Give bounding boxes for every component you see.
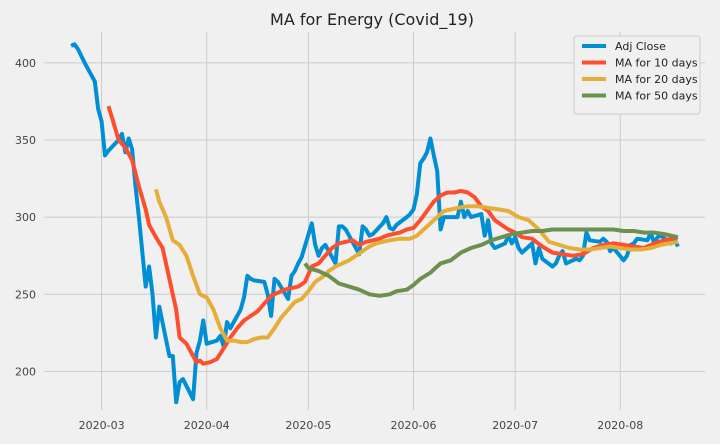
x-axis-ticks: 2020-03 2020-04 2020-05 2020-06 2020-07 2020-… (79, 419, 644, 432)
legend-label: MA for 10 days (615, 57, 698, 70)
y-tick-label: 350 (15, 134, 36, 147)
legend-label: MA for 50 days (615, 90, 698, 103)
legend-label: MA for 20 days (615, 73, 698, 86)
x-tick-label: 2020-07 (492, 419, 538, 432)
series-line-1 (70, 42, 680, 405)
series-line-2 (106, 105, 679, 366)
x-tick-label: 2020-05 (285, 419, 331, 432)
y-axis-ticks: 200 250 300 350 400 (15, 57, 36, 379)
y-tick-label: 250 (15, 288, 36, 301)
x-tick-label: 2020-06 (390, 419, 436, 432)
legend-label: Adj Close (615, 40, 666, 53)
series-line-4 (303, 227, 679, 298)
x-tick-label: 2020-08 (597, 419, 643, 432)
x-tick-label: 2020-04 (184, 419, 230, 432)
chart-title: MA for Energy (Covid_19) (270, 10, 474, 30)
series-line-3 (153, 188, 679, 345)
y-tick-label: 300 (15, 211, 36, 224)
series-layer (70, 42, 680, 405)
y-tick-label: 400 (15, 57, 36, 70)
y-tick-label: 200 (15, 365, 36, 378)
x-tick-label: 2020-03 (79, 419, 125, 432)
legend: Adj Close MA for 10 days MA for 20 days MA … (573, 35, 701, 115)
